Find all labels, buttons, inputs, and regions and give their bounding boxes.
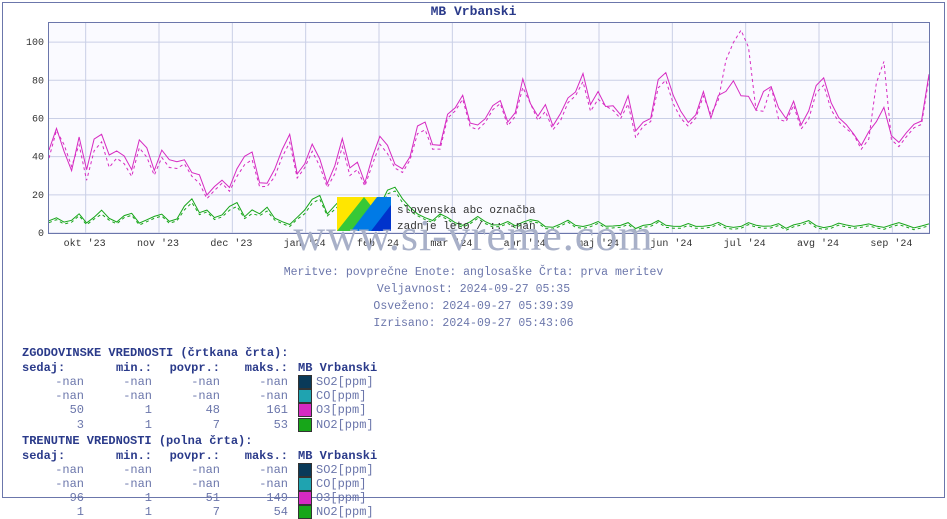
series-label: NO2[ppm] <box>316 505 374 519</box>
series-swatch <box>298 463 312 477</box>
svg-text:feb '24: feb '24 <box>357 238 399 250</box>
table-cell: -nan <box>226 389 294 403</box>
legend-overlay: slovenska abc označba zadnje leto / :: -… <box>337 197 607 231</box>
series-swatch <box>298 505 312 519</box>
table-cell: -nan <box>158 375 226 389</box>
col-header: MB Vrbanski <box>294 361 414 375</box>
svg-text:80: 80 <box>32 76 44 87</box>
svg-text:dec '23: dec '23 <box>210 238 252 250</box>
hist-title: ZGODOVINSKE VREDNOSTI (črtkana črta): <box>22 346 414 360</box>
table-cell: -nan <box>90 375 158 389</box>
table-cell: 1 <box>90 418 158 432</box>
table-cell: 7 <box>158 505 226 519</box>
legend-line2: zadnje leto / :: -nan <box>397 219 536 235</box>
table-cell: 51 <box>158 491 226 505</box>
info-line4: Izrisano: 2024-09-27 05:43:06 <box>0 315 947 332</box>
table-cell: -nan <box>90 463 158 477</box>
table-cell: -nan <box>158 389 226 403</box>
x-axis: okt '23 nov '23 dec '23 jan '24 feb '24 mar '… <box>48 234 947 254</box>
info-line3: Osveženo: 2024-09-27 05:39:39 <box>0 298 947 315</box>
chart-title: MB Vrbanski <box>0 4 947 19</box>
info-line1: Meritve: povprečne Enote: anglosaške Črt… <box>0 264 947 281</box>
col-header: min.: <box>90 449 158 463</box>
hist-table: sedaj:min.:povpr.:maks.:MB Vrbanski-nan-… <box>22 361 414 432</box>
series-swatch <box>298 418 312 432</box>
svg-text:jul '24: jul '24 <box>724 238 766 250</box>
series-swatch <box>298 375 312 389</box>
col-header: povpr.: <box>158 361 226 375</box>
info-block: Meritve: povprečne Enote: anglosaške Črt… <box>0 264 947 332</box>
table-cell: -nan <box>22 463 90 477</box>
series-swatch <box>298 389 312 403</box>
series-label: SO2[ppm] <box>316 375 374 389</box>
table-cell: 1 <box>22 505 90 519</box>
series-swatch <box>298 477 312 491</box>
svg-text:0: 0 <box>38 229 44 240</box>
table-cell: 54 <box>226 505 294 519</box>
table-cell: 3 <box>22 418 90 432</box>
col-header: sedaj: <box>22 361 90 375</box>
series-swatch <box>298 491 312 505</box>
info-line2: Veljavnost: 2024-09-27 05:35 <box>0 281 947 298</box>
table-cell: -nan <box>158 477 226 491</box>
svg-text:60: 60 <box>32 114 44 125</box>
curr-title: TRENUTNE VREDNOSTI (polna črta): <box>22 434 414 448</box>
plot-area: slovenska abc označba zadnje leto / :: -… <box>48 22 930 234</box>
table-cell: 1 <box>90 403 158 417</box>
svg-text:jun '24: jun '24 <box>650 238 692 250</box>
table-cell: -nan <box>158 463 226 477</box>
series-label: O3[ppm] <box>316 491 366 505</box>
table-cell: 48 <box>158 403 226 417</box>
curr-table: sedaj:min.:povpr.:maks.:MB Vrbanski-nan-… <box>22 449 414 519</box>
svg-text:nov '23: nov '23 <box>137 238 179 250</box>
table-cell: 96 <box>22 491 90 505</box>
table-cell: -nan <box>226 463 294 477</box>
col-header: povpr.: <box>158 449 226 463</box>
svg-text:maj '24: maj '24 <box>577 238 619 250</box>
table-cell: -nan <box>22 477 90 491</box>
data-tables: ZGODOVINSKE VREDNOSTI (črtkana črta): se… <box>22 344 414 519</box>
col-header: maks.: <box>226 449 294 463</box>
table-cell: 161 <box>226 403 294 417</box>
table-cell: -nan <box>22 389 90 403</box>
series-swatch <box>298 403 312 417</box>
y-axis: 0 20 40 60 80 100 <box>0 22 48 256</box>
series-label: CO[ppm] <box>316 477 366 491</box>
col-header: maks.: <box>226 361 294 375</box>
table-cell: -nan <box>22 375 90 389</box>
svg-text:20: 20 <box>32 191 44 202</box>
svg-text:okt '23: okt '23 <box>64 238 106 250</box>
col-header: min.: <box>90 361 158 375</box>
col-header: sedaj: <box>22 449 90 463</box>
series-label: NO2[ppm] <box>316 418 374 432</box>
series-label: CO[ppm] <box>316 389 366 403</box>
table-cell: 50 <box>22 403 90 417</box>
svg-text:avg '24: avg '24 <box>797 238 839 250</box>
table-cell: 7 <box>158 418 226 432</box>
svg-text:mar '24: mar '24 <box>430 238 472 250</box>
svg-text:jan '24: jan '24 <box>284 238 326 250</box>
svg-text:100: 100 <box>26 38 44 49</box>
table-cell: -nan <box>226 375 294 389</box>
table-cell: 1 <box>90 491 158 505</box>
svg-text:sep '24: sep '24 <box>870 238 912 250</box>
table-cell: -nan <box>90 389 158 403</box>
table-cell: 149 <box>226 491 294 505</box>
col-header: MB Vrbanski <box>294 449 414 463</box>
table-cell: -nan <box>90 477 158 491</box>
table-cell: 1 <box>90 505 158 519</box>
table-cell: -nan <box>226 477 294 491</box>
table-cell: 53 <box>226 418 294 432</box>
series-label: O3[ppm] <box>316 404 366 418</box>
legend-line1: slovenska abc označba <box>397 203 536 219</box>
svg-text:40: 40 <box>32 153 44 164</box>
series-label: SO2[ppm] <box>316 463 374 477</box>
svg-text:apr '24: apr '24 <box>504 238 546 250</box>
